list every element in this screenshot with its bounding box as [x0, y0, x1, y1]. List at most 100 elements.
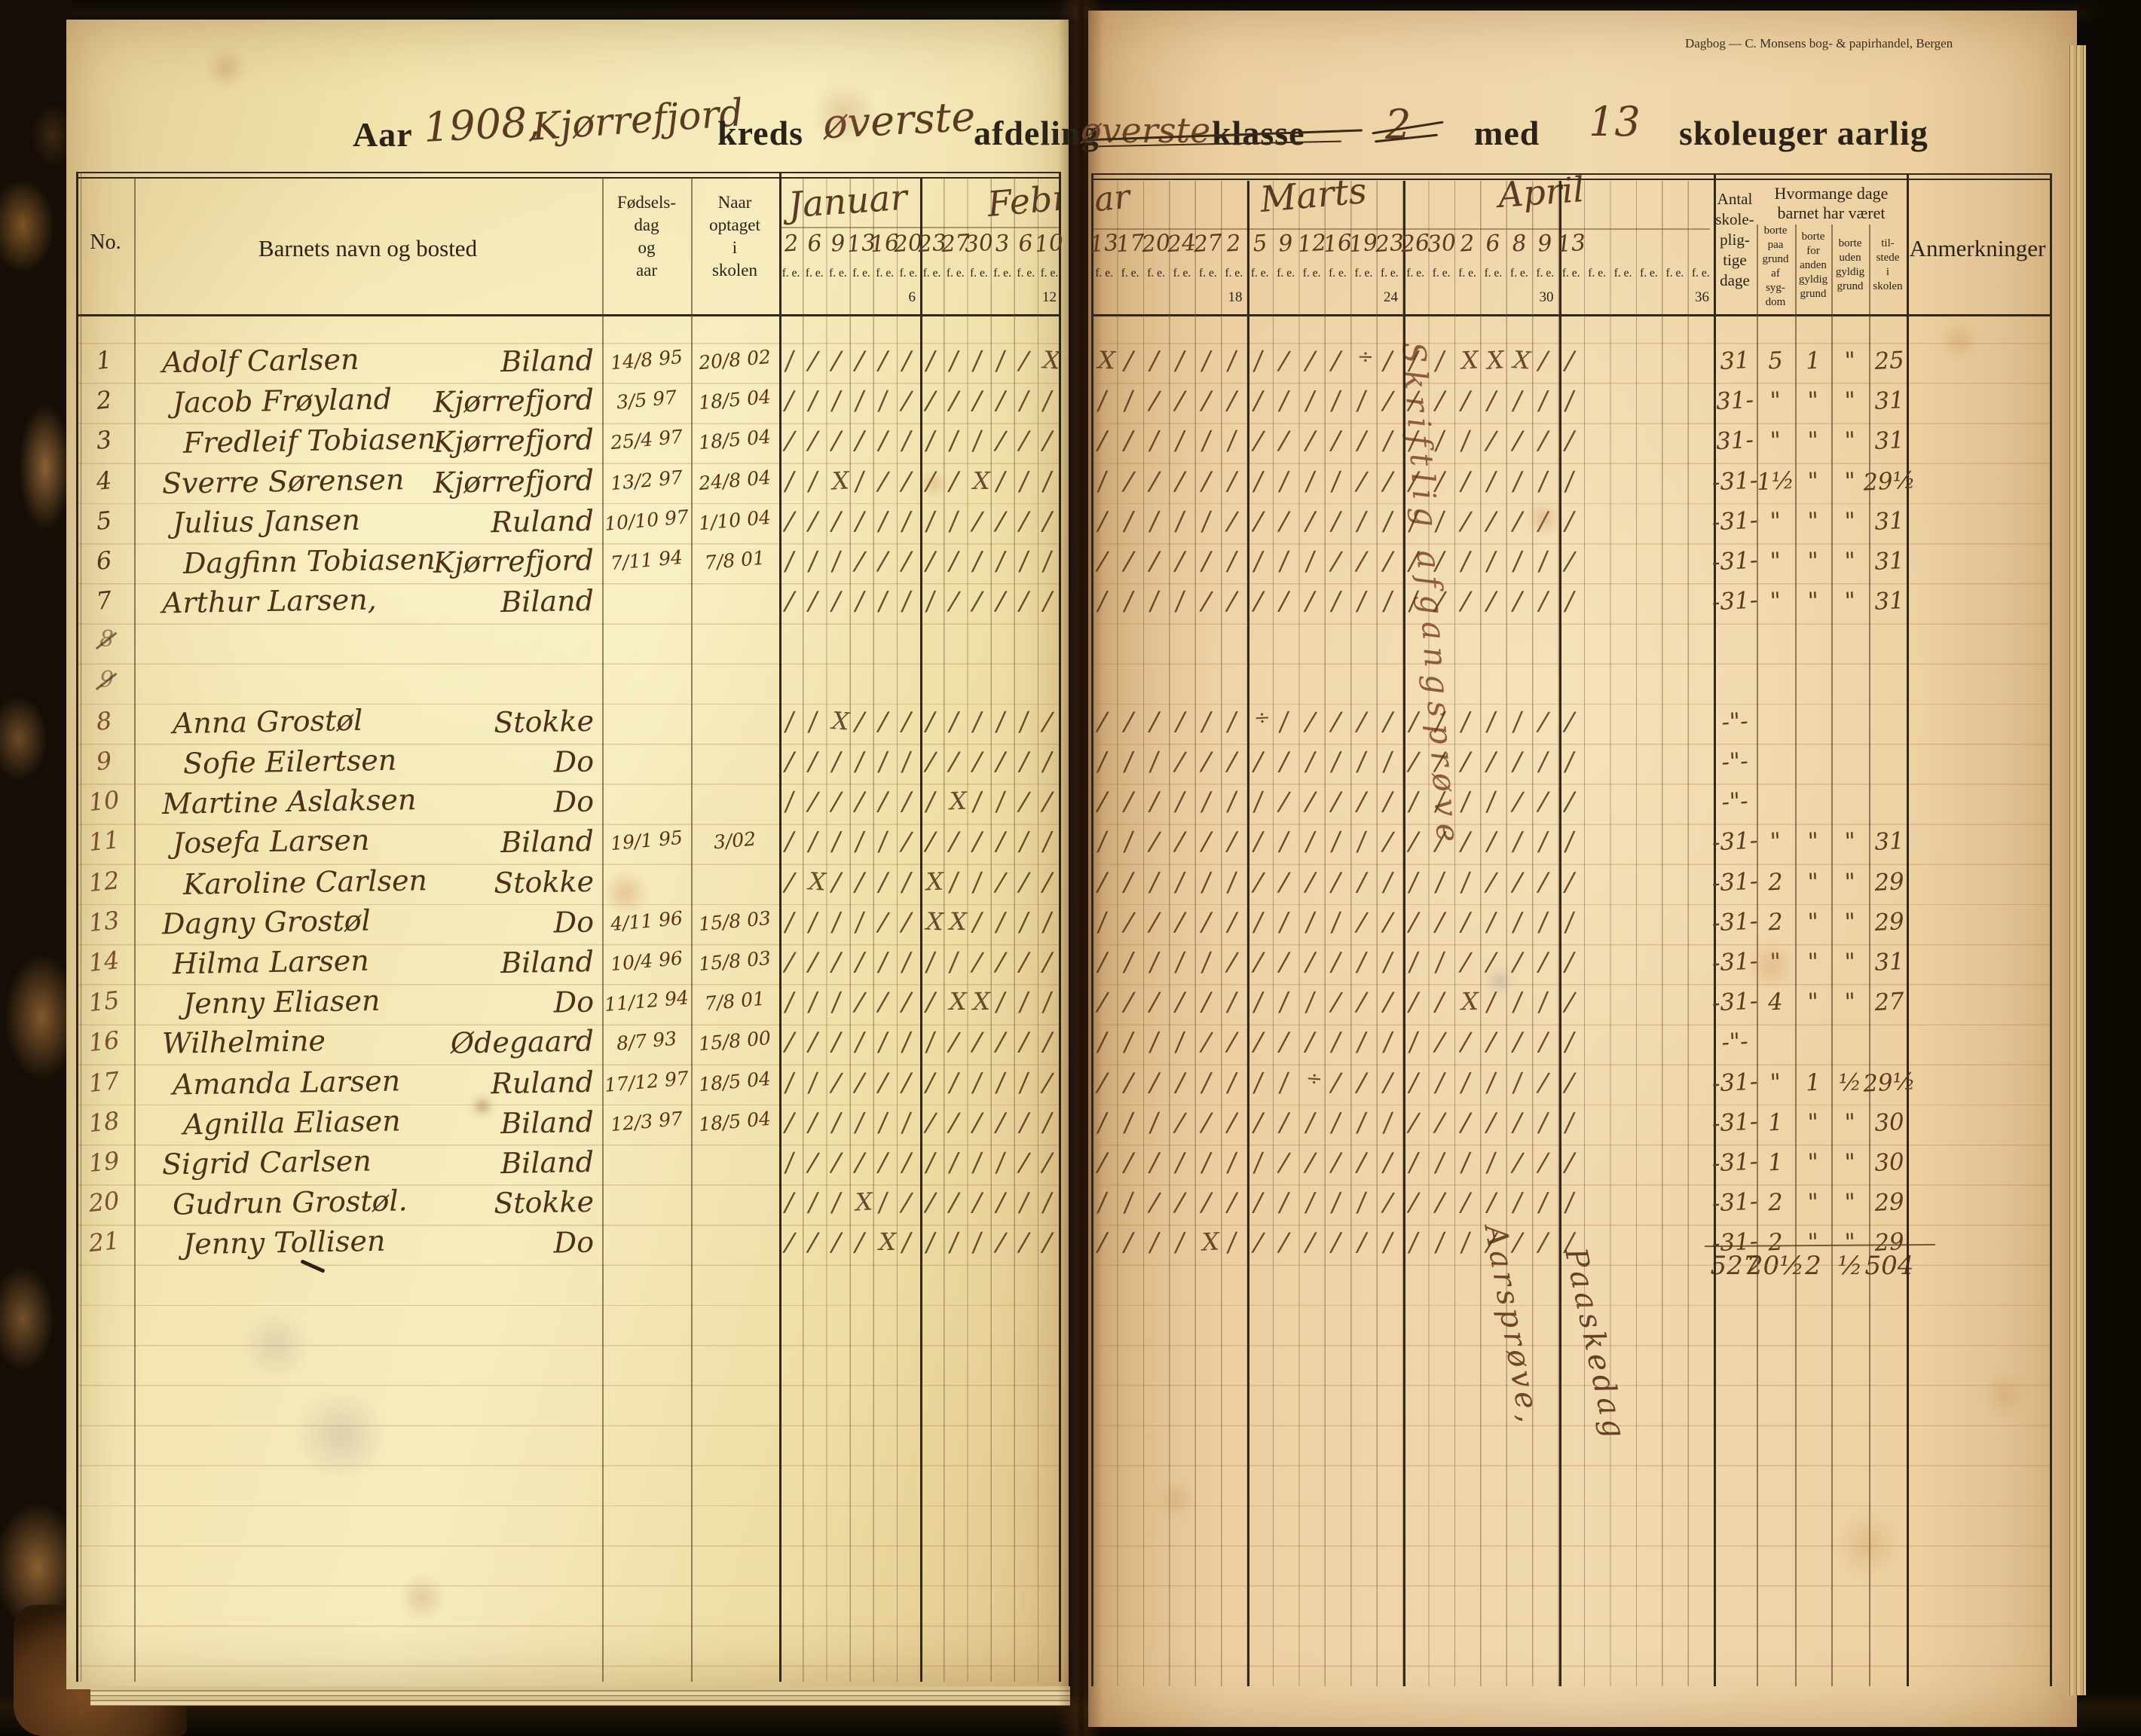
attendance-mark: / — [1175, 466, 1185, 497]
attendance-mark: / — [878, 986, 889, 1018]
week-number: 6 — [908, 289, 916, 305]
attendance-mark: / — [1460, 1107, 1471, 1138]
attendance-mark: / — [902, 1227, 912, 1258]
attendance-mark: / — [1305, 506, 1315, 536]
summary-borte-sygdom: " — [1769, 507, 1782, 536]
attendance-mark: / — [1486, 1027, 1497, 1058]
attendance-mark: / — [1200, 746, 1212, 778]
paper-stain — [472, 1096, 493, 1117]
attendance-mark: / — [830, 906, 842, 938]
fe-label: f. e. — [1302, 267, 1321, 280]
total-antal: 527 — [1711, 1251, 1760, 1281]
attendance-mark: / — [1408, 946, 1419, 978]
attendance-mark: / — [1383, 426, 1393, 457]
attendance-mark: / — [1434, 1187, 1445, 1218]
summary-tilstede: 31 — [1873, 387, 1905, 416]
row-rules — [78, 343, 1060, 1684]
attendance-mark: / — [925, 426, 935, 457]
attendance-mark: / — [785, 1187, 794, 1218]
attendance-mark: / — [1253, 1107, 1263, 1138]
paper-stain — [921, 470, 948, 497]
attendance-mark: / — [1253, 1027, 1263, 1058]
attendance-mark: / — [925, 1027, 936, 1058]
summary-tilstede: 25 — [1873, 346, 1905, 376]
pupil-name: Anna Grostøl — [172, 703, 363, 740]
day-date: 27 — [1192, 229, 1224, 258]
column-divider — [1757, 225, 1758, 1686]
attendance-mark: / — [1019, 506, 1029, 536]
attendance-mark: / — [1279, 426, 1289, 457]
column-header-borte: for — [1806, 245, 1820, 257]
attendance-mark: / — [1564, 1227, 1574, 1258]
attendance-mark: / — [949, 466, 959, 497]
pupil-name: Julius Jansen — [172, 503, 361, 539]
paper-stain — [399, 1575, 445, 1620]
attendance-mark: / — [1408, 866, 1419, 897]
column-header-antal: dage — [1720, 271, 1750, 289]
attendance-mark: / — [855, 1107, 865, 1138]
fe-label: f. e. — [1561, 267, 1580, 280]
attendance-mark: / — [1253, 386, 1263, 417]
attendance-mark: / — [1564, 546, 1575, 577]
fe-label: f. e. — [1665, 267, 1684, 280]
attendance-mark: X — [830, 466, 850, 496]
summary-antal: -31- — [1711, 907, 1759, 937]
pupil-name: Adolf Carlsen — [161, 342, 359, 380]
fe-label: f. e. — [970, 267, 988, 280]
total-borte-uden: ½ — [1838, 1251, 1863, 1281]
summary-borte-anden: " — [1806, 467, 1820, 495]
attendance-mark: / — [1252, 1147, 1264, 1178]
attendance-mark: / — [1383, 1227, 1393, 1258]
attendance-mark: / — [1097, 746, 1108, 778]
attendance-mark: / — [1097, 827, 1108, 857]
attendance-mark: / — [878, 585, 889, 617]
attendance-mark: / — [831, 1187, 842, 1218]
attendance-mark: / — [1201, 1147, 1212, 1178]
attendance-mark: / — [807, 345, 818, 377]
summary-tilstede: 29 — [1873, 1188, 1905, 1218]
summary-borte-anden: " — [1806, 507, 1820, 536]
attendance-mark: / — [1020, 747, 1029, 777]
fe-label: f. e. — [1095, 267, 1114, 280]
paper-stain — [812, 81, 876, 145]
attendance-mark: / — [1123, 1187, 1134, 1218]
attendance-mark: / — [1331, 746, 1341, 778]
attendance-mark: / — [949, 1187, 959, 1218]
attendance-mark: / — [1227, 1067, 1237, 1098]
column-header-borte: syg- — [1766, 282, 1785, 294]
attendance-mark: / — [1279, 946, 1289, 978]
fe-label: f. e. — [1354, 267, 1373, 280]
pupil-name: Jenny Tollisen — [182, 1224, 386, 1261]
column-divider — [1714, 173, 1717, 1686]
day-date: 2 — [1459, 230, 1476, 258]
attendance-mark: / — [1487, 466, 1497, 497]
attendance-mark: / — [1097, 786, 1108, 818]
attendance-mark: / — [902, 1148, 911, 1178]
page-right — [1088, 11, 2077, 1727]
attendance-mark: / — [1019, 466, 1029, 497]
column-header-borte: grund — [1762, 253, 1789, 265]
attendance-mark: / — [971, 1027, 983, 1058]
attendance-mark: / — [996, 906, 1005, 937]
attendance-mark: / — [925, 946, 936, 978]
attendance-mark: / — [901, 986, 912, 1018]
attendance-mark: / — [1097, 426, 1108, 457]
day-date: 30 — [963, 229, 995, 258]
summary-borte-uden: " — [1843, 587, 1857, 616]
attendance-mark: / — [1538, 866, 1549, 897]
row-number: 15 — [87, 986, 121, 1018]
attendance-mark: / — [1408, 466, 1419, 497]
attendance-mark: / — [1019, 1187, 1029, 1218]
attendance-mark: / — [1383, 346, 1393, 376]
pupil-place: Do — [553, 1225, 595, 1260]
summary-borte-uden: " — [1843, 1229, 1857, 1257]
attendance-mark: / — [1538, 385, 1549, 417]
attendance-mark: / — [1460, 546, 1470, 577]
column-divider — [1869, 225, 1870, 1686]
attendance-mark: / — [1538, 946, 1549, 978]
pupil-place: Ruland — [490, 503, 595, 539]
attendance-mark: / — [1279, 386, 1289, 417]
attendance-mark: / — [1564, 1187, 1575, 1218]
day-date: 9 — [1277, 230, 1294, 258]
attendance-mark: / — [971, 786, 983, 818]
